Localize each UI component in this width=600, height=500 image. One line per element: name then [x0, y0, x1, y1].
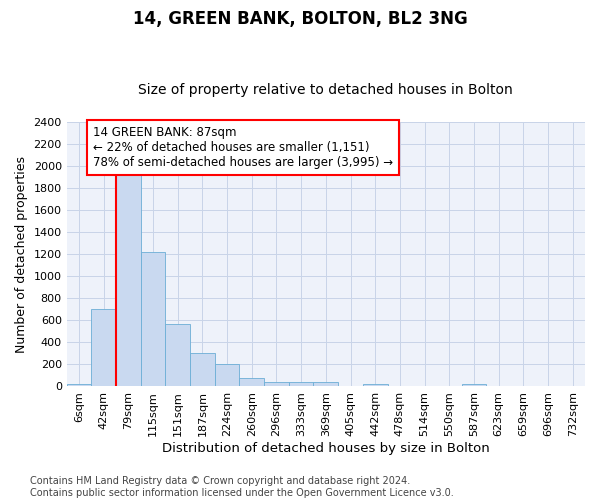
Bar [116, 172, 141, 386]
Bar [363, 384, 388, 386]
Bar [289, 382, 313, 386]
Y-axis label: Number of detached properties: Number of detached properties [15, 156, 28, 352]
Bar [313, 382, 338, 386]
Text: Contains HM Land Registry data © Crown copyright and database right 2024.
Contai: Contains HM Land Registry data © Crown c… [30, 476, 454, 498]
Bar [461, 384, 486, 386]
Bar [141, 252, 166, 386]
Bar [264, 382, 289, 386]
Bar [91, 310, 116, 386]
Title: Size of property relative to detached houses in Bolton: Size of property relative to detached ho… [139, 83, 513, 97]
X-axis label: Distribution of detached houses by size in Bolton: Distribution of detached houses by size … [162, 442, 490, 455]
Bar [239, 378, 264, 386]
Bar [190, 353, 215, 386]
Text: 14, GREEN BANK, BOLTON, BL2 3NG: 14, GREEN BANK, BOLTON, BL2 3NG [133, 10, 467, 28]
Bar [215, 364, 239, 386]
Bar [166, 324, 190, 386]
Text: 14 GREEN BANK: 87sqm
← 22% of detached houses are smaller (1,151)
78% of semi-de: 14 GREEN BANK: 87sqm ← 22% of detached h… [92, 126, 393, 169]
Bar [67, 384, 91, 386]
